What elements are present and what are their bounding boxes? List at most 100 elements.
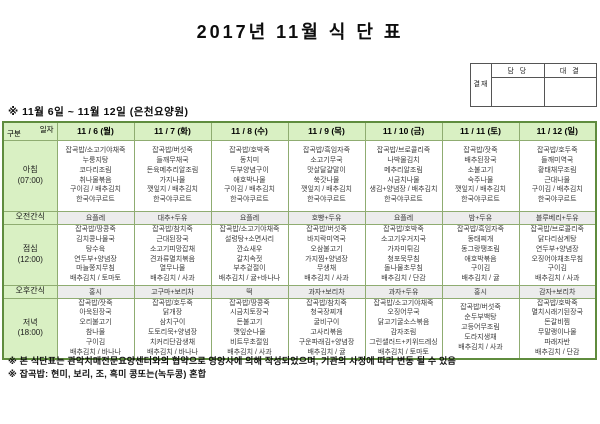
menu-cell-r3-d4: 과자+두유: [364, 284, 443, 299]
menu-item: 배추김치 / 귤+바나나: [218, 275, 281, 283]
day-header-2: 11 / 8 (수): [210, 121, 289, 141]
menu-cell-r0-d3: 잡곡밥/흑임자죽 소고기무국 맛살달걀말이 쑥갓나물 깻잎지 / 배추김치 한국야쿠르트: [287, 139, 366, 212]
menu-item: 감자조림: [390, 329, 417, 337]
menu-item: 돈불고기: [236, 319, 263, 327]
menu-item: 치커리단감생채: [149, 339, 196, 347]
menu-cell-r2-d0: 잡곡밥/땅콩죽 김치콩나물국 탕수육 연두부+양념장 마늘쫑지무침 배추김치 / 토마토: [56, 223, 135, 286]
day-header-3: 11 / 9 (목): [287, 121, 366, 141]
menu-cell-r4-d5: 잡곡밥/버섯죽 순두부백탕 고등어무조림 도라지생채 배추김치 / 사과: [441, 297, 520, 360]
menu-cell-r3-d0: 홍시: [56, 284, 135, 299]
menu-cell-r3-d1: 고구마+보리차: [133, 284, 212, 299]
menu-item: 멸치시래기된장국: [531, 309, 584, 317]
page-title: 2017년 11월 식 단 표: [196, 22, 404, 42]
menu-cell-r2-d1: 잡곡밥/참치죽 근대된장국 소고기피망잡채 견과류멸치볶음 열무나물 배추김치 / 사과: [133, 223, 212, 286]
menu-item: 삼치구이: [159, 319, 186, 327]
menu-item: 아욱된장국: [79, 309, 112, 317]
menu-cell-r0-d2: 잡곡밥/호박죽 동치미 두부양념구이 애호박나물 구이김 / 배추김치 한국야쿠르트: [210, 139, 289, 212]
menu-cell-r1-d2: 요플레: [210, 210, 289, 225]
menu-item: 굴비구이: [313, 319, 340, 327]
menu-item: 배추된장국: [464, 156, 497, 164]
approval-sign-cell-2: [543, 77, 597, 107]
menu-item: 고등어무조림: [461, 324, 500, 332]
menu-item: 깻잎지 / 배추김치: [455, 186, 506, 194]
menu-item: 들깨무채국: [156, 156, 189, 164]
approval-col-daegyeol: 대 결: [543, 63, 597, 78]
footnote-source: ※ 본 식단표는 관악치매전문요양센터와의 협약으로 영양사에 의해 작성되었으…: [8, 356, 457, 366]
day-header-6: 11 / 12 (일): [518, 121, 597, 141]
menu-item: 도라지생채: [464, 334, 497, 342]
menu-item: 오리불고기: [79, 319, 112, 327]
menu-item: 마늘쫑지무침: [76, 265, 115, 273]
menu-item: 시금치나물: [387, 176, 420, 184]
menu-item: 배추김치 / 바나나: [147, 349, 198, 357]
menu-cell-r0-d6: 잡곡밥/호두죽 들깨미역국 황태채무조림 근대나물 구이김 / 배추김치 한국야쿠르트: [518, 139, 597, 212]
menu-item: 배추김치 / 토마토: [70, 275, 121, 283]
menu-cell-r1-d6: 블루베리+두유: [518, 210, 597, 225]
menu-item: 파래자반: [544, 339, 571, 347]
menu-item: 배추김치 / 토마토: [378, 349, 429, 357]
menu-item: 비트무초절임: [230, 339, 269, 347]
menu-item: 잡곡밥/호박죽: [536, 299, 578, 307]
menu-item: 돌나물초무침: [384, 265, 423, 273]
menu-item: 청포묵무침: [387, 255, 420, 263]
menu-item: 깻잎지 / 배추김치: [147, 186, 198, 194]
menu-item: 취나물볶음: [79, 176, 112, 184]
corner-label-date: 일자: [39, 125, 54, 134]
menu-item: 잡곡밥/소고기야채죽: [65, 146, 126, 154]
menu-item: 잡곡밥/버섯죽: [152, 146, 193, 154]
menu-item: 숙주나물: [467, 176, 494, 184]
menu-item: 잡곡밥/참치죽: [306, 299, 347, 307]
menu-item: 잡곡밥/버섯죽: [460, 304, 501, 312]
menu-item: 잡곡밥/흑임자죽: [302, 146, 351, 154]
menu-item: 생김+양념장 / 배추김치: [369, 186, 438, 194]
menu-item: 배추김치 / 사과: [535, 275, 580, 283]
menu-cell-r2-d5: 잡곡밥/흑임자죽 동태찌개 동그랑땡조림 애호박볶음 구이김 배추김치 / 귤: [441, 223, 520, 286]
corner-cell: 일자 구분: [2, 121, 58, 141]
menu-item: 연두부+양념장: [535, 245, 579, 253]
menu-item: 오징어무국: [387, 309, 420, 317]
menu-item: 그린샐러드+키위드레싱: [369, 339, 438, 347]
menu-item: 연두부+양념장: [74, 255, 117, 263]
menu-item: 견과류멸치볶음: [149, 255, 196, 263]
menu-item: 가지나물: [159, 176, 186, 184]
menu-item: 깻잎순나물: [233, 329, 266, 337]
menu-item: 오삼불고기: [310, 245, 343, 253]
menu-cell-r4-d2: 잡곡밥/땅콩죽 시금치토장국 돈불고기 깻잎순나물 비트무초절임 배추김치 / 사과: [210, 297, 289, 360]
row-label-아침: 아침 (07:00): [2, 139, 58, 212]
approval-table: 결재 담 당 대 결: [470, 63, 597, 107]
menu-item: 배추김치 / 사과: [304, 275, 349, 283]
menu-item: 배추김치 / 단감: [535, 349, 580, 357]
menu-cell-r0-d0: 잡곡밥/소고기야채죽 누룽지탕 코다리조림 취나물볶음 구이김 / 배추김치 한국야쿠르트: [56, 139, 135, 212]
footnotes: ※ 본 식단표는 관악치매전문요양센터와의 협약으로 영양사에 의해 작성되었으…: [8, 355, 592, 381]
menu-item: 잡곡밥/땅콩죽: [75, 225, 116, 233]
row-label-오후간식: 오후간식: [2, 284, 58, 299]
menu-item: 배추김치 / 사과: [150, 275, 195, 283]
menu-item: 가자미튀김: [387, 245, 420, 253]
menu-item: 설렁탕+소면사리: [224, 235, 275, 243]
menu-item: 한국야쿠르트: [384, 196, 423, 204]
menu-cell-r4-d1: 잡곡밥/호두죽 닭개장 삼치구이 도토리묵+양념장 치커리단감생채 배추김치 / 바나나: [133, 297, 212, 360]
menu-item: 쑥갓나물: [313, 176, 340, 184]
menu-item: 근대된장국: [156, 235, 189, 243]
day-header-0: 11 / 6 (월): [56, 121, 135, 141]
menu-cell-r2-d6: 잡곡밥/브로콜리죽 닭다리삼계탕 연두부+양념장 오징어야채초무침 구이김 배추김치 / …: [518, 223, 597, 286]
menu-cell-r1-d5: 밤+두유: [441, 210, 520, 225]
menu-item: 잡곡밥/잣죽: [463, 146, 498, 154]
menu-cell-r3-d2: 떡: [210, 284, 289, 299]
menu-item: 잡곡밥/참치죽: [152, 225, 193, 233]
menu-item: 동치미: [239, 156, 260, 164]
menu-cell-r1-d1: 대추+두유: [133, 210, 212, 225]
menu-item: 구이김 / 배추김치: [224, 186, 275, 194]
menu-item: 가지찜+양념장: [305, 255, 348, 263]
menu-item: 배추김치 / 바나나: [70, 349, 121, 357]
row-label-점심: 점심 (12:00): [2, 223, 58, 286]
row-label-오전간식: 오전간식: [2, 210, 58, 225]
menu-item: 구이김 / 배추김치: [531, 186, 583, 194]
menu-cell-r4-d6: 잡곡밥/호박죽 멸치시래기된장국 돈갈비찜 무말랭이나물 파래자반 배추김치 / 단감: [518, 297, 597, 360]
menu-item: 소고기우거지국: [380, 235, 427, 243]
menu-item: 한국야쿠르트: [230, 196, 269, 204]
menu-cell-r3-d5: 홍시: [441, 284, 520, 299]
menu-item: 코다리조림: [79, 166, 112, 174]
menu-cell-r1-d4: 요플레: [364, 210, 443, 225]
week-range-subtitle: ※ 11월 6일 ~ 11월 12일 (은천요양원): [8, 106, 189, 118]
